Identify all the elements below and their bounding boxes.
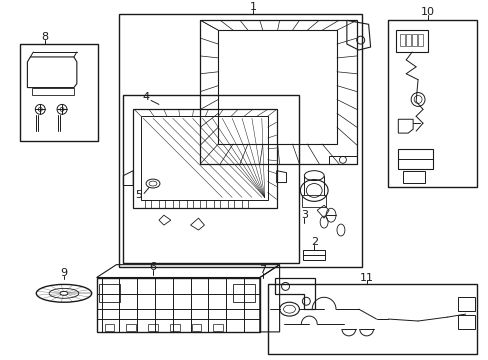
Bar (228, 201, 234, 208)
Bar (398, 149, 432, 169)
Bar (218, 30, 336, 144)
Bar (303, 250, 325, 260)
Text: 9: 9 (61, 267, 67, 278)
Bar (97, 278, 259, 332)
Text: 7: 7 (259, 265, 266, 275)
Bar (403, 171, 424, 183)
Bar (411, 34, 416, 46)
Bar (395, 30, 427, 52)
Bar (267, 284, 476, 354)
Bar (387, 21, 476, 186)
Bar (213, 324, 223, 331)
Bar (169, 324, 180, 331)
Bar (145, 201, 151, 208)
Bar (200, 201, 206, 208)
Bar (133, 109, 276, 208)
Text: 8: 8 (41, 32, 49, 42)
Bar (159, 201, 164, 208)
Bar (141, 116, 267, 201)
Bar (214, 201, 220, 208)
Bar (119, 14, 361, 267)
Bar (457, 315, 474, 329)
Text: 3: 3 (300, 210, 307, 220)
Bar (191, 324, 201, 331)
Bar (186, 201, 192, 208)
Bar (20, 44, 98, 141)
Bar (104, 324, 114, 331)
Bar (457, 297, 474, 311)
Bar (148, 324, 158, 331)
Bar (99, 284, 120, 302)
Bar (242, 201, 247, 208)
Bar (417, 34, 422, 46)
Bar (172, 201, 178, 208)
Text: 10: 10 (420, 8, 434, 17)
Bar (233, 284, 254, 302)
Text: 5: 5 (135, 190, 142, 201)
Bar (200, 21, 356, 164)
Bar (123, 95, 299, 263)
Text: 6: 6 (149, 262, 156, 272)
Text: 11: 11 (359, 273, 373, 283)
Bar (406, 34, 410, 46)
Bar (400, 34, 405, 46)
Text: 4: 4 (142, 93, 149, 103)
Bar (32, 87, 74, 95)
Bar (302, 195, 325, 207)
Text: 2: 2 (310, 237, 317, 247)
Text: 1: 1 (249, 3, 256, 13)
Bar (126, 324, 136, 331)
